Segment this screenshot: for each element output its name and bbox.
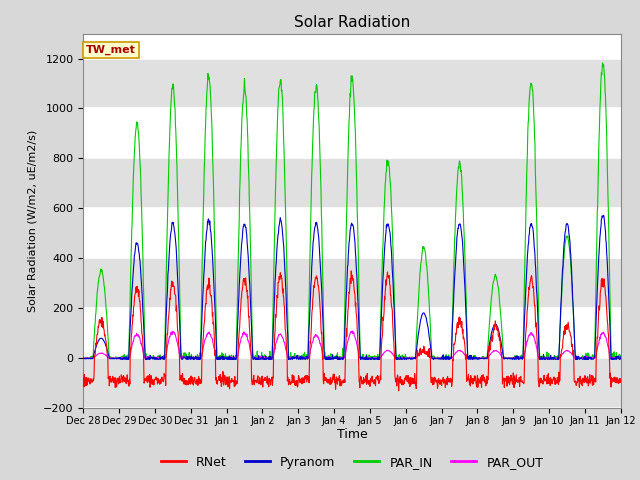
RNet xyxy=(616,376,624,382)
Pyranom xyxy=(553,357,561,362)
Legend: RNet, Pyranom, PAR_IN, PAR_OUT: RNet, Pyranom, PAR_IN, PAR_OUT xyxy=(156,451,548,474)
RNet xyxy=(395,388,403,394)
PAR_OUT xyxy=(435,355,443,361)
Pyranom xyxy=(259,356,267,362)
Pyranom xyxy=(199,288,207,294)
PAR_IN xyxy=(199,216,207,222)
Line: PAR_OUT: PAR_OUT xyxy=(83,331,620,358)
RNet xyxy=(259,384,267,390)
Line: PAR_IN: PAR_IN xyxy=(83,63,620,358)
Title: Solar Radiation: Solar Radiation xyxy=(294,15,410,30)
RNet xyxy=(186,375,193,381)
PAR_IN xyxy=(616,355,624,361)
PAR_IN xyxy=(553,355,561,361)
Pyranom xyxy=(435,356,443,362)
PAR_IN xyxy=(186,355,194,361)
PAR_OUT xyxy=(259,355,267,360)
Pyranom xyxy=(600,213,607,218)
PAR_OUT xyxy=(506,355,513,361)
Line: Pyranom: Pyranom xyxy=(83,216,620,360)
PAR_IN xyxy=(79,354,87,360)
PAR_OUT xyxy=(553,355,561,361)
Pyranom xyxy=(616,354,624,360)
PAR_IN xyxy=(80,355,88,361)
Bar xyxy=(83,358,621,408)
Bar xyxy=(83,258,621,308)
PAR_IN xyxy=(506,355,513,360)
PAR_IN xyxy=(435,355,443,360)
RNet xyxy=(554,375,561,381)
PAR_OUT xyxy=(186,355,193,361)
RNet xyxy=(79,374,87,380)
Bar xyxy=(83,59,621,108)
Text: TW_met: TW_met xyxy=(86,45,136,55)
RNet xyxy=(348,268,355,274)
Pyranom xyxy=(120,357,128,362)
RNet xyxy=(199,343,207,349)
X-axis label: Time: Time xyxy=(337,429,367,442)
Y-axis label: Solar Radiation (W/m2, uE/m2/s): Solar Radiation (W/m2, uE/m2/s) xyxy=(28,130,37,312)
Pyranom xyxy=(186,355,194,360)
PAR_OUT xyxy=(79,355,87,361)
Line: RNet: RNet xyxy=(83,271,620,391)
RNet xyxy=(506,380,514,385)
PAR_OUT xyxy=(616,355,624,361)
Pyranom xyxy=(506,356,513,361)
PAR_IN xyxy=(598,60,606,66)
PAR_IN xyxy=(259,355,267,361)
RNet xyxy=(436,381,444,386)
PAR_OUT xyxy=(349,328,356,334)
PAR_OUT xyxy=(199,349,207,355)
Pyranom xyxy=(79,355,87,361)
Bar xyxy=(83,158,621,208)
